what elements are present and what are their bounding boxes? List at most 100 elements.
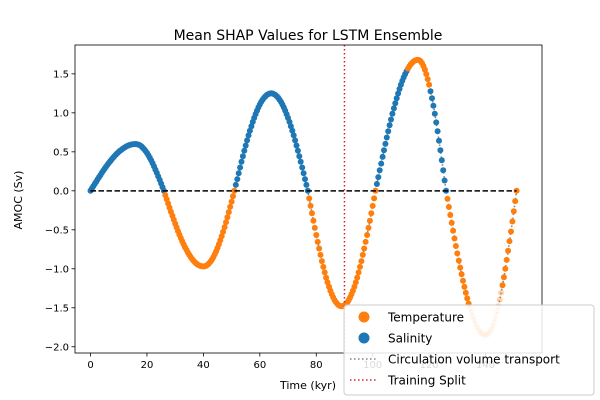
shap-point-temperature [506,238,513,245]
x-tick-label: 0 [87,360,93,371]
shap-point-temperature [510,208,517,215]
shap-point-temperature [358,258,365,265]
legend-box [343,304,595,396]
legend-label: Temperature [387,311,464,325]
shap-point-salinity [234,176,241,183]
shap-point-salinity [300,170,307,177]
shap-point-temperature [316,245,323,252]
shap-point-temperature [454,250,461,257]
shap-point-temperature [307,202,314,209]
shap-point-salinity [293,142,300,149]
shap-point-salinity [395,90,402,97]
shap-point-temperature [224,214,231,221]
plot-frame [74,44,543,354]
shap-point-temperature [355,269,362,276]
chart-title: Mean SHAP Values for LSTM Ensemble [174,28,443,44]
shap-point-salinity [375,174,382,181]
shap-point-temperature [318,258,325,265]
shap-point-salinity [437,147,444,154]
shap-point-temperature [503,256,510,263]
shap-point-temperature [359,251,366,258]
shap-point-temperature [309,210,315,217]
shap-point-salinity [429,95,435,102]
y-tick-label: 1.5 [53,69,69,80]
shap-point-salinity [297,158,304,165]
shap-point-salinity [296,153,303,160]
shap-point-temperature [225,209,232,216]
shap-point-temperature [452,243,459,249]
shap-point-temperature [448,219,455,226]
shap-point-temperature [321,269,328,276]
shap-point-temperature [364,232,371,238]
shap-point-salinity [385,128,392,135]
shap-point-temperature [310,217,317,224]
shap-point-salinity [290,132,297,139]
shap-point-temperature [368,210,375,217]
shap-point-temperature [502,265,509,272]
shap-point-temperature [423,71,430,78]
shap-point-temperature [220,228,227,235]
transport-line [89,59,518,336]
shap-point-temperature [505,247,512,254]
shap-point-salinity [287,123,294,130]
shap-point-temperature [457,264,464,271]
shap-point-temperature [227,203,234,210]
shap-point-salinity [245,132,252,139]
y-axis-title: AMOC (Sv) [12,171,25,230]
shap-points [87,56,520,339]
y-tick-label: 0.0 [53,186,69,197]
shap-point-temperature [231,187,238,194]
shap-point-temperature [306,195,313,202]
shap-point-temperature [362,238,369,245]
shap-point-temperature [371,195,378,202]
shap-point-salinity [434,128,441,135]
shap-point-temperature [496,296,503,303]
shap-point-salinity [386,122,393,129]
shap-point-temperature [461,283,468,290]
shap-point-salinity [232,181,239,188]
shap-point-temperature [426,81,433,88]
shap-point-salinity [373,181,380,187]
shap-point-salinity [441,177,448,184]
shap-point-salinity [431,110,438,117]
shap-point-temperature [366,217,373,224]
shap-point-temperature [228,198,235,205]
shap-point-temperature [464,295,471,302]
shap-point-salinity [388,116,394,123]
shap-point-temperature [458,271,465,278]
legend-label: Salinity [388,332,432,346]
shap-point-temperature [445,204,452,210]
x-tick-label: 80 [310,360,323,371]
shap-point-temperature [455,257,462,264]
shap-point-temperature [512,198,519,205]
y-tick-label: 1.0 [53,108,69,119]
shap-point-salinity [427,88,434,95]
shap-point-temperature [509,218,516,225]
shap-point-temperature [460,277,466,284]
shap-point-temperature [221,224,228,231]
shap-point-salinity [299,164,306,171]
shap-point-salinity [378,160,385,167]
shap-point-temperature [499,282,506,289]
x-tick-label: 20 [141,360,154,371]
shap-point-temperature [352,279,359,286]
shap-point-salinity [392,100,399,107]
x-tick-label: 60 [253,360,266,371]
shap-point-salinity [237,164,244,171]
shap-point-salinity [382,140,389,147]
shap-point-temperature [230,193,236,200]
shap-point-salinity [390,105,397,112]
shap-point-temperature [444,195,451,202]
shap-point-temperature [498,289,505,296]
shap-point-temperature [365,224,372,231]
shap-point-salinity [242,142,249,149]
shap-point-salinity [393,95,400,102]
shap-point-temperature [462,289,469,296]
shap-point-temperature [447,212,454,218]
shap-point-temperature [314,238,321,245]
shap-point-salinity [238,158,245,165]
shap-point-temperature [357,263,363,270]
shap-point-temperature [508,228,514,235]
shap-point-salinity [381,147,387,154]
